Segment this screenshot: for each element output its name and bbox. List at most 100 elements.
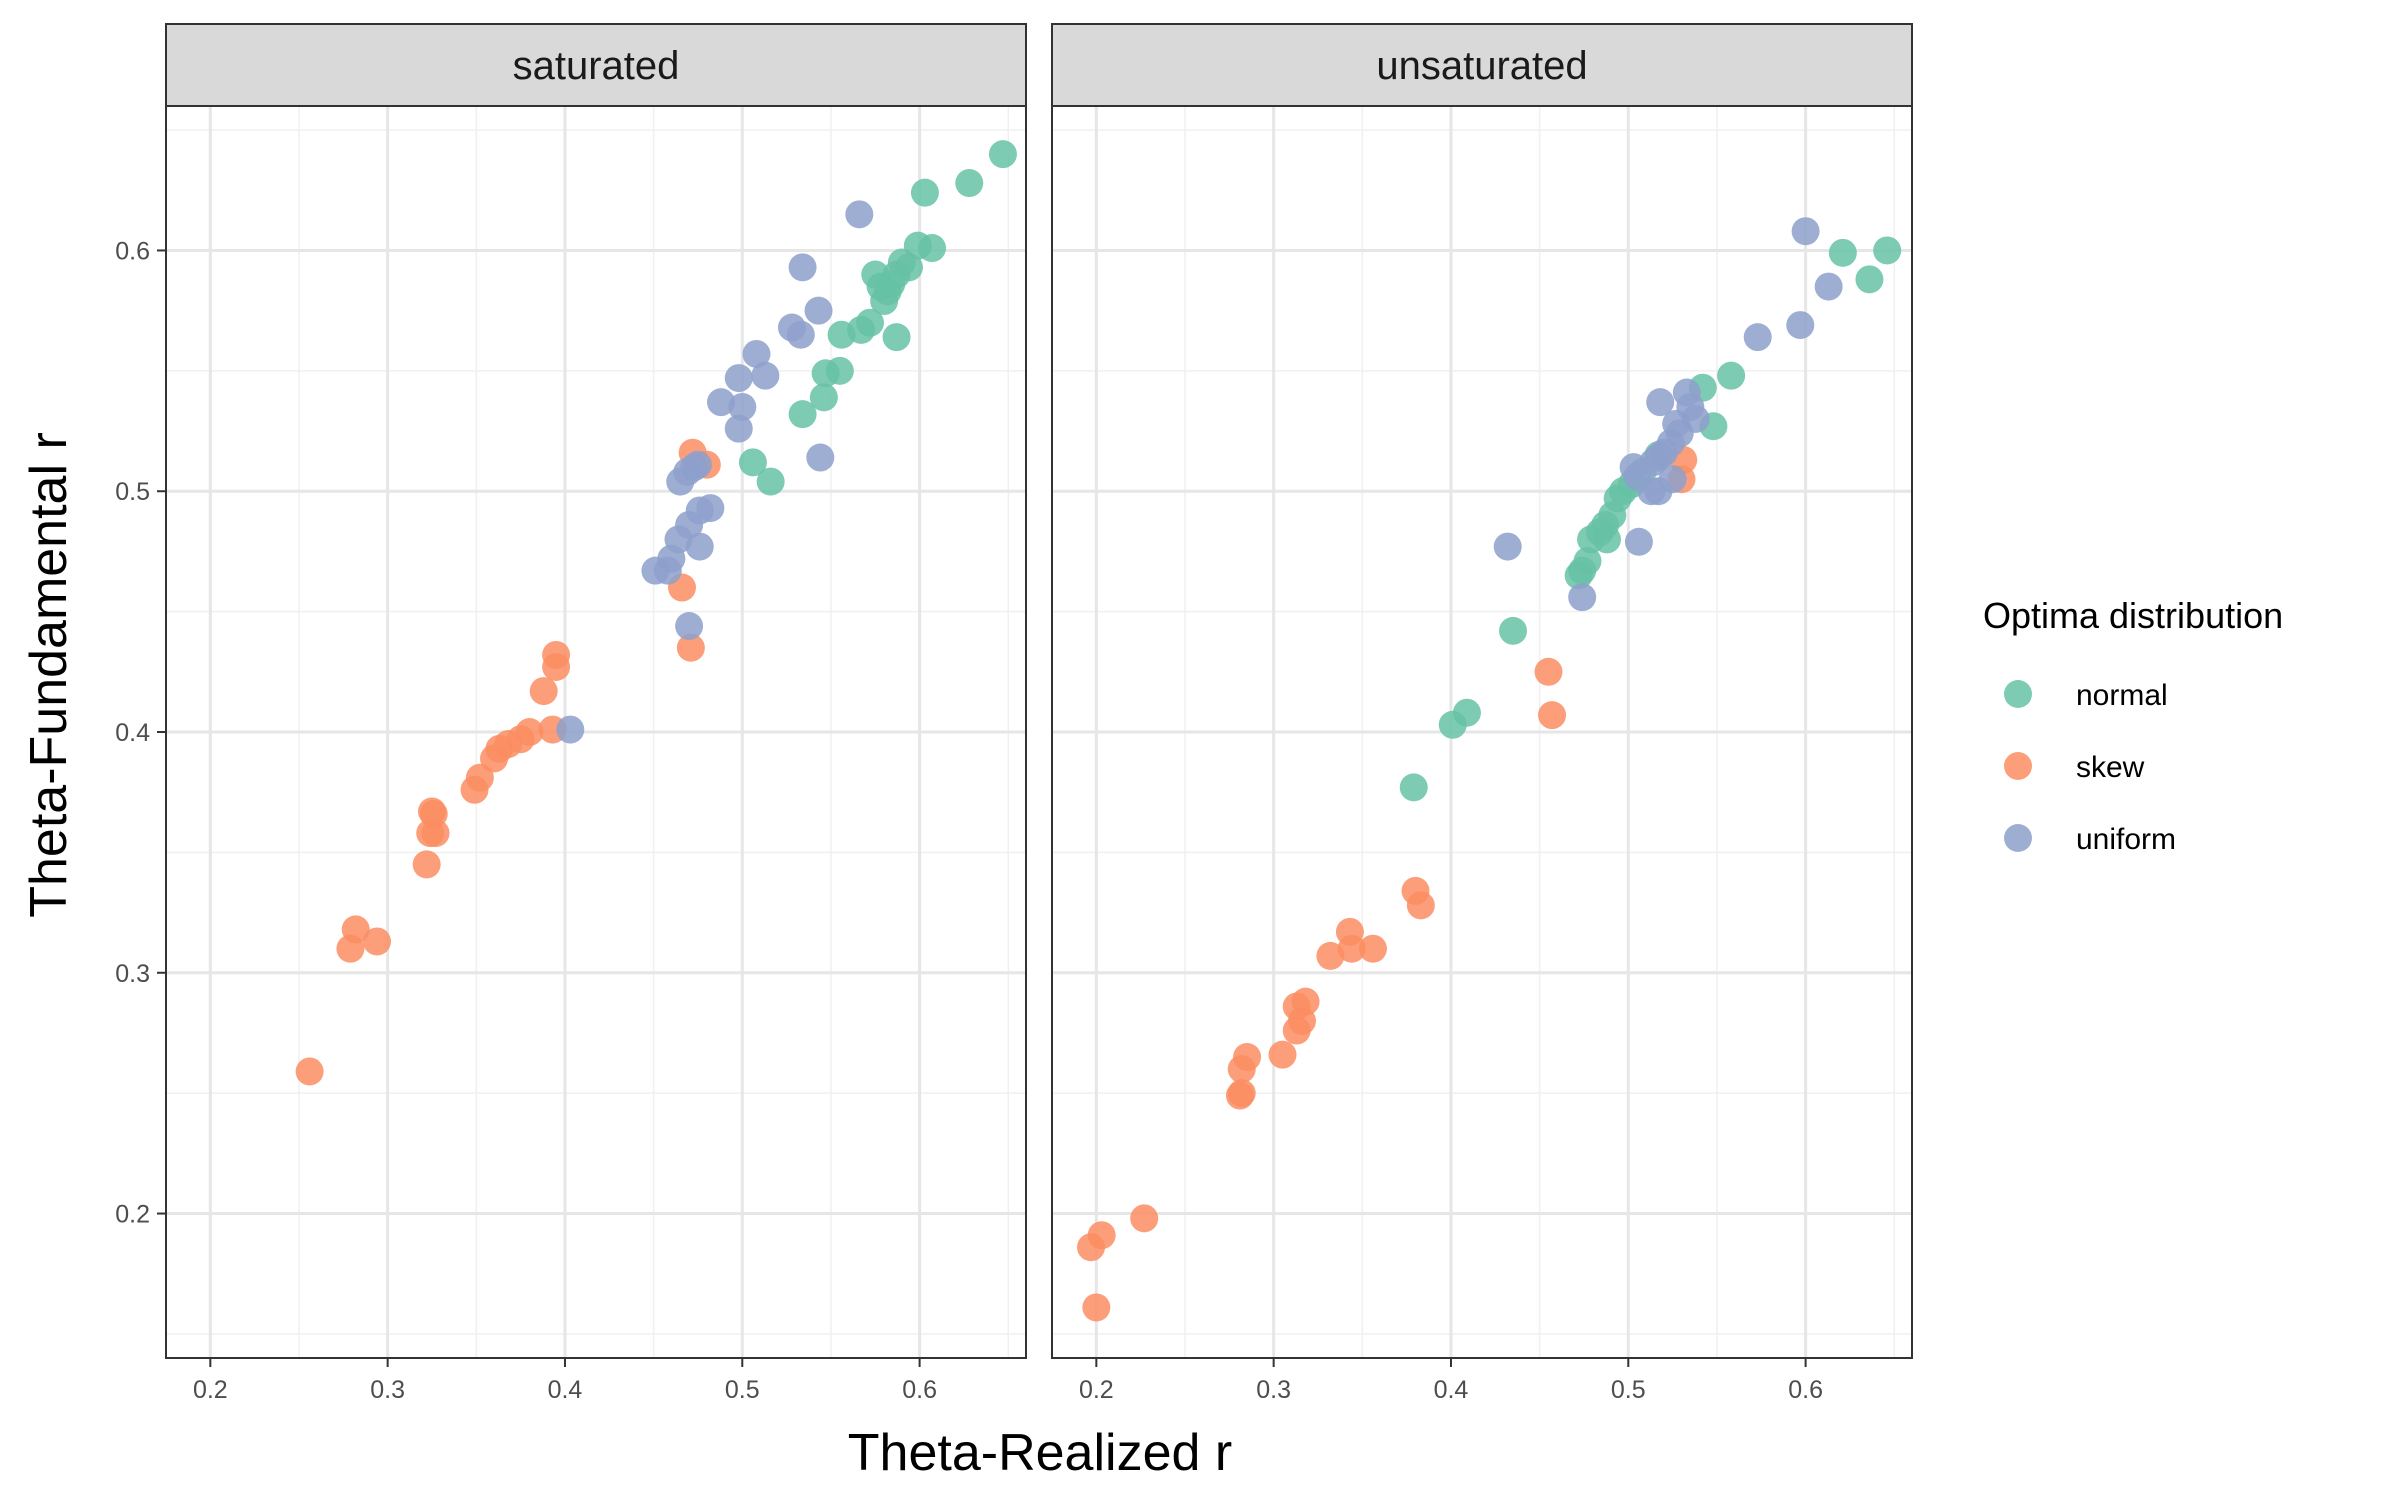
data-point-normal [811, 359, 840, 388]
series-normal [738, 140, 1017, 496]
data-point-normal [1438, 710, 1467, 739]
x-tick-label: 0.4 [548, 1376, 583, 1404]
data-point-uniform [1743, 323, 1772, 352]
data-point-normal [882, 323, 911, 352]
x-tick-label: 0.2 [1079, 1376, 1114, 1404]
data-point-skew [1130, 1204, 1159, 1233]
data-point-uniform [1646, 388, 1675, 417]
legend-key-skew [2004, 752, 2032, 780]
data-point-skew [1337, 934, 1366, 963]
data-point-normal [1873, 236, 1902, 265]
series-normal [1399, 236, 1902, 802]
data-point-normal [910, 178, 939, 207]
y-tick-label: 0.3 [115, 960, 150, 988]
data-point-skew [417, 797, 446, 826]
data-point-skew [295, 1057, 324, 1086]
x-tick-label: 0.3 [1256, 1376, 1291, 1404]
data-point-uniform [685, 532, 714, 561]
legend-label-skew: skew [2076, 751, 2145, 784]
data-point-skew [1534, 657, 1563, 686]
data-point-skew [1406, 891, 1435, 920]
legend: Optima distribution normal skew uniform [1983, 595, 2283, 856]
data-point-skew [480, 744, 509, 773]
data-point-normal [955, 169, 984, 198]
data-point-uniform [675, 612, 704, 641]
data-point-uniform [786, 320, 815, 349]
data-point-uniform [707, 388, 736, 417]
legend-title: Optima distribution [1983, 595, 2283, 636]
data-point-skew [1227, 1055, 1256, 1084]
x-tick-label: 0.6 [1788, 1376, 1823, 1404]
data-point-normal [1855, 265, 1884, 294]
data-point-skew [460, 775, 489, 804]
legend-entry-skew: skew [2004, 751, 2145, 784]
data-point-normal [866, 272, 895, 301]
legend-entry-normal: normal [2004, 679, 2168, 712]
data-point-skew [1358, 934, 1387, 963]
data-point-skew [336, 934, 365, 963]
legend-key-uniform [2004, 824, 2032, 852]
data-point-skew [1077, 1233, 1106, 1262]
data-point-skew [412, 850, 441, 879]
data-point-uniform [1791, 217, 1820, 246]
panel-unsaturated: unsaturated 0.2 0.3 0.4 0.5 0.6 [1051, 23, 1913, 1404]
data-point-normal [738, 448, 767, 477]
data-point-normal [1717, 361, 1746, 390]
data-point-uniform [804, 296, 833, 325]
data-point-normal [756, 467, 785, 496]
legend-label-uniform: uniform [2076, 823, 2176, 856]
facet-strip-label: unsaturated [1376, 44, 1587, 88]
data-point-skew [542, 652, 571, 681]
x-axis-title: Theta-Realized r [848, 1424, 1232, 1482]
data-point-uniform [1814, 272, 1843, 301]
facet-strip [1051, 23, 1913, 107]
data-point-normal [809, 383, 838, 412]
y-tick-label: 0.4 [115, 719, 150, 747]
data-point-normal [1564, 561, 1593, 590]
data-point-normal [1399, 773, 1428, 802]
panel-saturated: saturated 0.2 0.3 0.4 0.5 0.6 0.2 0.3 0.4 0.5 0.6 [115, 23, 1027, 1404]
data-point-skew [1082, 1293, 1111, 1322]
data-point-uniform [556, 715, 585, 744]
data-point-skew [1282, 1016, 1311, 1045]
data-point-uniform [1624, 527, 1653, 556]
data-point-skew [1225, 1081, 1254, 1110]
data-point-uniform [751, 361, 780, 390]
data-point-uniform [653, 556, 682, 585]
data-point-skew [1316, 941, 1345, 970]
data-point-uniform [845, 200, 874, 229]
series-skew [1077, 445, 1698, 1322]
facet-strip-label: saturated [513, 44, 680, 88]
x-tick-label: 0.5 [1611, 1376, 1646, 1404]
data-point-uniform [724, 414, 753, 443]
x-tick-label: 0.5 [725, 1376, 760, 1404]
y-axis-title: Theta-Fundamental r [20, 432, 78, 918]
data-point-uniform [1786, 311, 1815, 340]
data-point-skew [1268, 1040, 1297, 1069]
data-point-uniform [788, 253, 817, 282]
data-point-uniform [742, 339, 771, 368]
data-point-normal [827, 320, 856, 349]
data-point-normal [1828, 238, 1857, 267]
legend-entry-uniform: uniform [2004, 823, 2176, 856]
x-tick-label: 0.6 [902, 1376, 937, 1404]
y-tick-label: 0.5 [115, 478, 150, 506]
data-point-normal [788, 400, 817, 429]
facet-strip [165, 23, 1027, 107]
series-uniform [1493, 217, 1843, 612]
x-tick-label: 0.4 [1434, 1376, 1469, 1404]
data-point-normal [1499, 616, 1528, 645]
data-point-uniform [728, 392, 757, 421]
data-point-normal [1577, 525, 1606, 554]
data-point-skew [529, 677, 558, 706]
data-point-uniform [666, 467, 695, 496]
data-point-skew [676, 633, 705, 662]
data-point-uniform [806, 443, 835, 472]
legend-label-normal: normal [2076, 679, 2168, 712]
y-tick-label: 0.2 [115, 1201, 150, 1229]
legend-key-normal [2004, 680, 2032, 708]
data-point-skew [416, 819, 445, 848]
data-point-uniform [724, 364, 753, 393]
